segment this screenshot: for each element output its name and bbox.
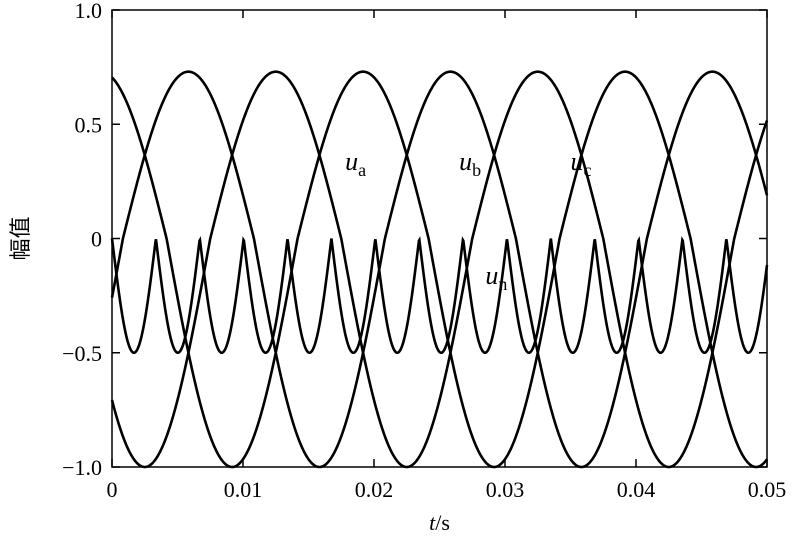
y-tick-label: 1.0: [75, 0, 103, 23]
series-line-ub: [110, 70, 769, 469]
y-axis-title: 幅值: [9, 216, 34, 260]
x-tick-label: 0.02: [355, 477, 394, 502]
x-tick-label: 0.05: [748, 477, 787, 502]
y-tick-label: 0.5: [75, 112, 103, 137]
series-line-uc: [111, 70, 769, 469]
series-label-un: un: [485, 261, 507, 294]
series-label-ua: ua: [345, 147, 366, 180]
x-tick-label: 0: [107, 477, 118, 502]
y-tick-label: 0: [91, 227, 102, 252]
x-tick-label: 0.04: [617, 477, 656, 502]
series-layer: [110, 70, 769, 469]
y-tick-label: −1.0: [62, 455, 102, 480]
x-axis-title-unit: /s: [435, 510, 450, 535]
y-tick-label: −0.5: [62, 341, 102, 366]
x-tick-label: 0.03: [486, 477, 525, 502]
x-tick-label: 0.01: [224, 477, 263, 502]
labels-layer: 0 0.01 0.02 0.03 0.04 0.05 1.0 0.5 0 −0.5 −1.0 ua ub…: [62, 0, 786, 502]
ticks-layer: [111, 9, 768, 468]
series-label-ub: ub: [459, 147, 481, 180]
x-axis-title-var: t: [429, 510, 436, 535]
series-line-ua: [110, 70, 769, 469]
x-axis-title: t/s: [429, 510, 450, 535]
series-label-uc: uc: [571, 147, 592, 180]
series-line-un: [110, 236, 769, 355]
